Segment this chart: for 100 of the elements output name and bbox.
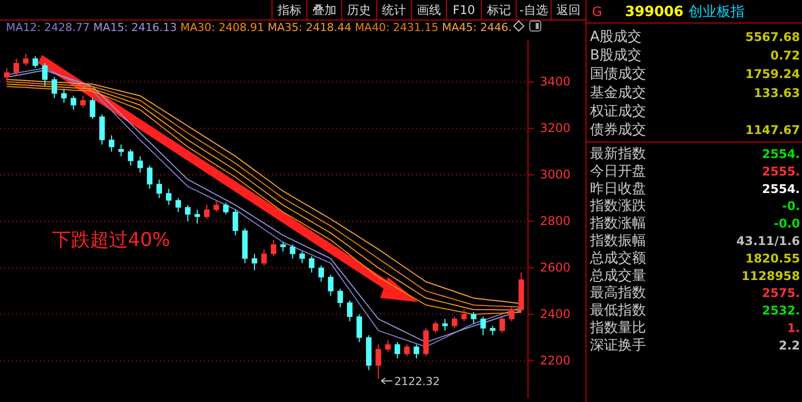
- candlestick: [252, 253, 258, 271]
- category-label: 今日开盘: [590, 163, 646, 180]
- candlestick: [480, 316, 486, 336]
- candlestick: [61, 88, 67, 104]
- candlestick: [404, 344, 410, 357]
- candlestick: [232, 209, 238, 236]
- y-tick-label: 3200: [540, 121, 571, 136]
- category-label: 指数振幅: [589, 233, 646, 249]
- candlestick: [328, 274, 334, 296]
- candlestick: [14, 58, 20, 76]
- category-label: 最低指数: [590, 302, 646, 319]
- candlestick: [23, 53, 29, 66]
- category-label: 国债成交: [590, 66, 646, 82]
- text: 2554.: [762, 147, 800, 161]
- text: 0.72: [770, 48, 800, 63]
- category-label: F10: [452, 3, 475, 17]
- category-label: 统计: [382, 3, 406, 17]
- annotation: 下跌超过40%: [52, 229, 170, 251]
- text: 5567.68: [745, 30, 800, 44]
- candlestick: [99, 114, 105, 146]
- candlestick: [52, 76, 58, 99]
- category-label: 返回: [556, 3, 581, 17]
- category-label: A股成交: [590, 29, 642, 45]
- category-label: 总成交量: [589, 268, 646, 284]
- category-label: 权证成交: [589, 103, 646, 120]
- y-tick-label: 2400: [540, 307, 571, 322]
- candlestick: [108, 134, 114, 152]
- candlestick: [452, 316, 458, 329]
- candlestick: [356, 314, 362, 343]
- text: MA35: 2418.44: [268, 21, 355, 34]
- text: 133.63: [754, 86, 800, 100]
- candlestick: [137, 156, 143, 174]
- text: 2575.: [762, 286, 800, 300]
- category-label: 画线: [417, 3, 441, 17]
- candlestick: [204, 204, 210, 220]
- candlestick: [442, 318, 448, 332]
- text: 1.: [787, 321, 800, 335]
- category-label: 债券成交: [590, 122, 646, 138]
- text: 1128958: [742, 268, 800, 283]
- text: MA30: 2408.91: [180, 21, 268, 34]
- candlestick: [290, 244, 296, 260]
- text: 2555.: [762, 164, 800, 178]
- category-label: 标记: [486, 3, 511, 17]
- candlestick: [499, 316, 505, 334]
- y-tick-label: 2600: [540, 260, 571, 275]
- candlestick: [42, 62, 48, 87]
- candlestick: [223, 202, 229, 215]
- candlestick: [461, 309, 467, 322]
- text: -0.0: [774, 216, 800, 231]
- y-tick-label: 2800: [540, 214, 571, 228]
- category-label: 最高指数: [590, 285, 646, 302]
- candlestick: [308, 256, 314, 273]
- candlestick: [385, 339, 391, 352]
- category-label: 指数涨跌: [589, 198, 646, 214]
- y-tick-label: 3400: [540, 74, 571, 89]
- category-label: 指数量比: [589, 320, 646, 336]
- text: 43.11/1.6: [736, 234, 800, 248]
- candlestick: [423, 328, 429, 357]
- text: 2532.: [762, 304, 800, 318]
- text: MA12: 2428.77: [6, 21, 94, 34]
- text: 2554.: [762, 182, 800, 196]
- category-label: 总成交额: [589, 250, 646, 266]
- candlestick: [118, 144, 124, 157]
- category-label: 最新指数: [590, 146, 646, 162]
- category-label: 昨日收盘: [590, 180, 646, 197]
- candlestick: [185, 204, 191, 222]
- candlestick: [214, 200, 220, 213]
- candlestick: [318, 264, 324, 282]
- candlestick: [80, 95, 86, 108]
- text: 2.2: [778, 338, 800, 352]
- candlestick: [156, 178, 162, 199]
- text: G: [592, 5, 602, 20]
- text: MA45: 2446.: [442, 21, 512, 34]
- candlestick: [4, 67, 10, 82]
- candlestick: [432, 320, 438, 334]
- category-label: -自选: [519, 3, 548, 17]
- candlestick: [166, 188, 172, 206]
- category-label: 指数涨幅: [589, 216, 646, 232]
- candlestick: [70, 95, 76, 110]
- text: 1147.67: [745, 123, 800, 137]
- candlestick: [280, 242, 286, 252]
- y-tick-label: 3000: [540, 168, 571, 182]
- category-label: 叠加: [312, 3, 336, 17]
- category-label: 历史: [347, 3, 372, 17]
- text: 1820.55: [745, 251, 800, 266]
- candlestick: [90, 98, 96, 120]
- text: MA15: 2416.13: [93, 21, 180, 34]
- candlestick: [270, 239, 276, 257]
- text: MA40: 2431.15: [354, 21, 442, 34]
- candlestick: [261, 248, 267, 266]
- annotation: 2122.32: [394, 374, 440, 388]
- candlestick: [346, 300, 352, 322]
- category-label: B股成交: [590, 48, 642, 64]
- candlestick: [490, 325, 496, 336]
- candlestick: [194, 209, 200, 224]
- candlestick: [376, 344, 382, 380]
- category-label: 基金成交: [590, 84, 646, 101]
- y-tick-label: 2200: [540, 354, 571, 368]
- text: 1759.24: [745, 67, 800, 82]
- candlestick: [394, 342, 400, 359]
